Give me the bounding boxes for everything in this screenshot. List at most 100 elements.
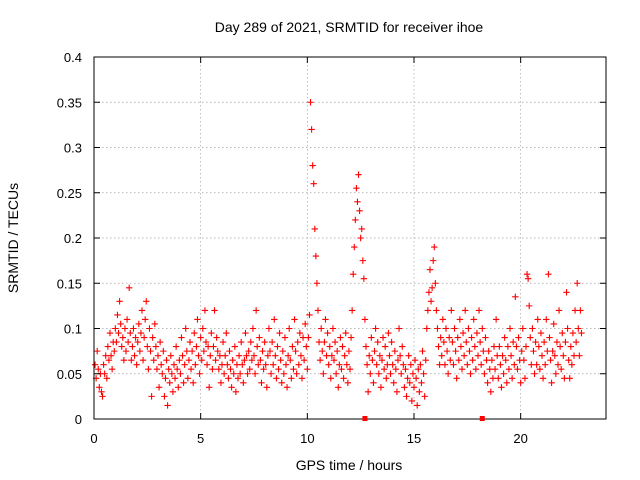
data-point	[422, 356, 429, 364]
data-point	[459, 329, 467, 337]
data-point	[256, 334, 263, 341]
data-point	[565, 356, 572, 364]
data-point	[250, 352, 258, 359]
data-point	[186, 338, 194, 346]
data-point	[136, 347, 144, 355]
data-point	[208, 329, 215, 337]
data-point	[382, 343, 389, 350]
data-point	[341, 352, 348, 359]
data-point	[102, 352, 109, 359]
data-point	[118, 343, 125, 350]
data-point	[406, 379, 413, 386]
data-point	[564, 325, 571, 332]
data-point	[140, 334, 148, 341]
data-point	[204, 343, 212, 350]
data-point	[211, 307, 218, 314]
data-point	[562, 338, 569, 346]
data-point	[387, 370, 394, 377]
data-point	[199, 325, 206, 332]
data-point	[249, 325, 257, 332]
data-point	[116, 298, 123, 305]
data-point	[144, 343, 151, 350]
data-point	[540, 338, 548, 346]
data-point	[295, 361, 302, 368]
data-point	[572, 338, 580, 346]
data-point	[432, 280, 439, 287]
data-point	[331, 338, 339, 346]
data-point	[577, 307, 584, 314]
data-point	[449, 338, 456, 346]
data-point	[329, 325, 337, 332]
data-point	[454, 334, 461, 341]
data-point	[402, 366, 409, 373]
data-point	[412, 375, 420, 382]
data-point	[375, 370, 382, 377]
data-point	[539, 375, 547, 382]
data-point	[353, 185, 360, 192]
data-point	[272, 352, 279, 359]
data-point	[138, 307, 146, 314]
data-point	[339, 343, 346, 350]
data-point	[411, 356, 419, 364]
data-point	[507, 352, 515, 359]
data-point	[455, 356, 462, 364]
data-point	[347, 334, 355, 341]
data-point	[346, 366, 354, 373]
data-point	[96, 384, 103, 391]
data-point	[160, 347, 167, 355]
data-point	[200, 347, 208, 355]
data-point	[487, 388, 494, 396]
data-point	[226, 347, 233, 355]
data-point	[379, 334, 387, 341]
data-point	[489, 375, 497, 382]
data-point	[321, 338, 328, 346]
data-point	[543, 316, 550, 323]
data-point	[474, 352, 482, 359]
data-point	[150, 356, 157, 364]
data-point	[177, 370, 184, 377]
data-point	[431, 243, 438, 251]
data-point	[473, 329, 481, 337]
data-point	[484, 379, 491, 386]
data-point	[524, 275, 532, 282]
data-point	[542, 361, 549, 368]
data-point	[290, 366, 297, 373]
data-point	[336, 361, 343, 368]
data-point	[482, 334, 489, 341]
data-point	[427, 298, 435, 305]
data-point	[428, 284, 436, 291]
data-point	[181, 361, 188, 368]
data-point	[377, 384, 385, 391]
data-point	[119, 334, 126, 341]
data-point	[468, 334, 475, 341]
data-point	[576, 352, 583, 359]
data-point	[502, 356, 509, 364]
data-point	[550, 320, 557, 328]
data-point	[104, 343, 112, 350]
data-point	[220, 370, 228, 377]
data-point	[496, 343, 503, 350]
data-point	[423, 325, 430, 332]
data-point	[246, 366, 253, 373]
axis-ticks	[93, 56, 606, 420]
data-point	[281, 334, 289, 341]
data-point	[100, 361, 107, 368]
data-point	[328, 352, 336, 359]
data-point	[337, 334, 344, 341]
data-point	[357, 234, 364, 242]
data-point	[418, 379, 425, 386]
data-point	[284, 352, 292, 359]
data-point	[526, 302, 533, 310]
data-point	[292, 347, 299, 355]
data-point	[291, 316, 298, 323]
y-tick-label: 0.35	[57, 95, 82, 110]
data-point	[239, 361, 246, 368]
data-point	[270, 361, 277, 368]
data-point	[245, 347, 252, 355]
data-point	[229, 356, 236, 364]
data-point	[202, 338, 210, 346]
data-point	[498, 384, 505, 391]
data-point	[448, 307, 455, 314]
data-point	[210, 343, 217, 350]
data-point	[421, 393, 428, 400]
